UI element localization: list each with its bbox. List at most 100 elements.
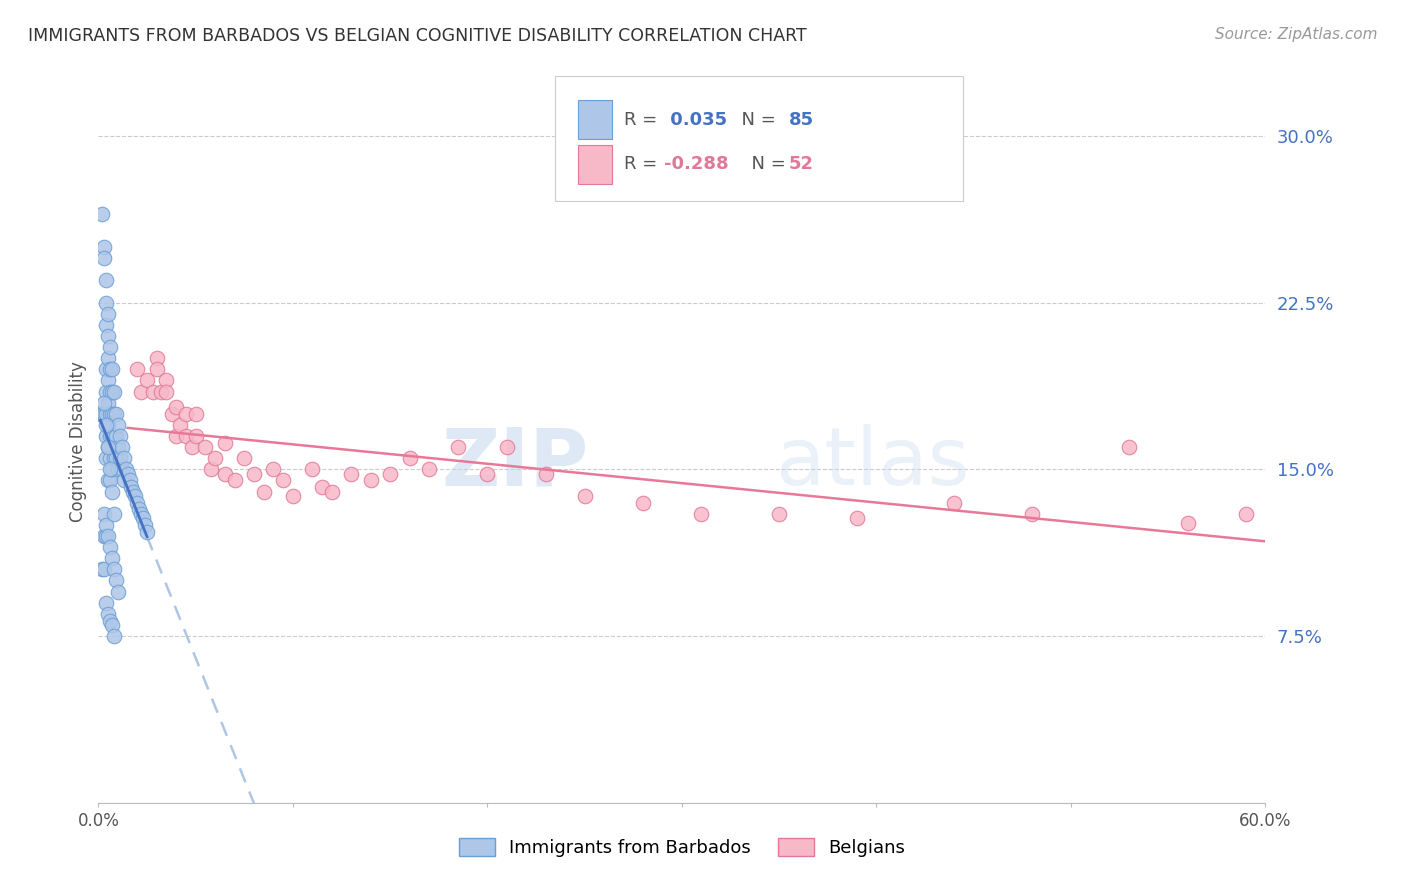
Point (214, 435, 236, 450)
Point (165, 400, 187, 414)
Point (112, 474, 135, 488)
Point (124, 489, 146, 503)
Point (169, 417, 191, 432)
Text: 0.035: 0.035 (664, 111, 727, 128)
Point (184, 429, 207, 443)
Point (117, 467, 139, 481)
Text: N =: N = (730, 111, 782, 128)
Point (96, 295, 118, 310)
Point (98, 429, 121, 443)
Text: 85: 85 (789, 111, 814, 128)
Text: atlas: atlas (775, 425, 970, 502)
Point (1177, 516, 1199, 530)
Point (91, 207, 114, 221)
Point (155, 384, 177, 399)
Point (97, 351, 120, 366)
Point (180, 440, 202, 454)
Point (104, 429, 127, 443)
Point (104, 574, 127, 588)
Point (103, 629, 125, 643)
Point (108, 451, 131, 466)
Point (98, 340, 121, 354)
Point (97, 607, 120, 621)
Point (103, 407, 125, 421)
Point (174, 429, 197, 443)
Point (418, 462, 440, 476)
Point (127, 362, 149, 376)
Point (93, 529, 115, 543)
Point (129, 384, 152, 399)
Point (98, 614, 121, 628)
Point (93, 240, 115, 254)
Point (128, 502, 150, 516)
Point (122, 484, 145, 499)
Point (97, 417, 120, 432)
Point (194, 440, 217, 454)
Point (184, 407, 207, 421)
Point (129, 507, 152, 521)
Point (101, 362, 124, 376)
Point (91, 562, 114, 576)
Point (1118, 440, 1140, 454)
Point (98, 462, 121, 476)
Point (360, 474, 382, 488)
Point (768, 507, 790, 521)
Point (97, 474, 120, 488)
Text: Source: ZipAtlas.com: Source: ZipAtlas.com (1215, 27, 1378, 42)
Point (101, 462, 124, 476)
Legend: Immigrants from Barbados, Belgians: Immigrants from Barbados, Belgians (450, 829, 914, 866)
Point (96, 407, 118, 421)
Point (96, 529, 118, 543)
Point (93, 251, 115, 265)
Point (253, 484, 276, 499)
Point (155, 373, 177, 387)
Point (262, 462, 284, 476)
Point (98, 384, 121, 399)
Text: R =: R = (624, 111, 664, 128)
Point (103, 384, 125, 399)
Point (98, 362, 121, 376)
Point (96, 451, 118, 466)
Point (107, 584, 129, 599)
Point (165, 429, 187, 443)
Point (690, 507, 713, 521)
Point (204, 451, 226, 466)
Point (93, 407, 115, 421)
Point (340, 467, 363, 481)
Point (107, 417, 129, 432)
Point (103, 562, 125, 576)
Point (146, 351, 169, 366)
Point (103, 451, 125, 466)
Point (174, 407, 197, 421)
Point (271, 474, 294, 488)
Point (101, 429, 124, 443)
Point (96, 384, 118, 399)
Point (233, 451, 256, 466)
Point (311, 480, 333, 494)
Point (97, 440, 120, 454)
Text: -0.288: -0.288 (664, 155, 728, 173)
Point (149, 384, 172, 399)
Point (108, 429, 131, 443)
Point (107, 462, 129, 476)
Point (103, 429, 125, 443)
Point (101, 384, 124, 399)
Point (97, 373, 120, 387)
Point (111, 462, 134, 476)
Point (534, 467, 557, 481)
Point (114, 462, 136, 476)
Point (103, 507, 125, 521)
Point (93, 395, 115, 409)
Point (127, 496, 149, 510)
Point (101, 407, 124, 421)
Point (846, 511, 869, 525)
Point (104, 407, 127, 421)
Point (1234, 507, 1257, 521)
Point (200, 462, 222, 476)
Text: IMMIGRANTS FROM BARBADOS VS BELGIAN COGNITIVE DISABILITY CORRELATION CHART: IMMIGRANTS FROM BARBADOS VS BELGIAN COGN… (28, 27, 807, 45)
Point (136, 524, 159, 539)
Point (477, 467, 499, 481)
Point (93, 562, 115, 576)
Point (91, 407, 114, 421)
Point (136, 373, 159, 387)
